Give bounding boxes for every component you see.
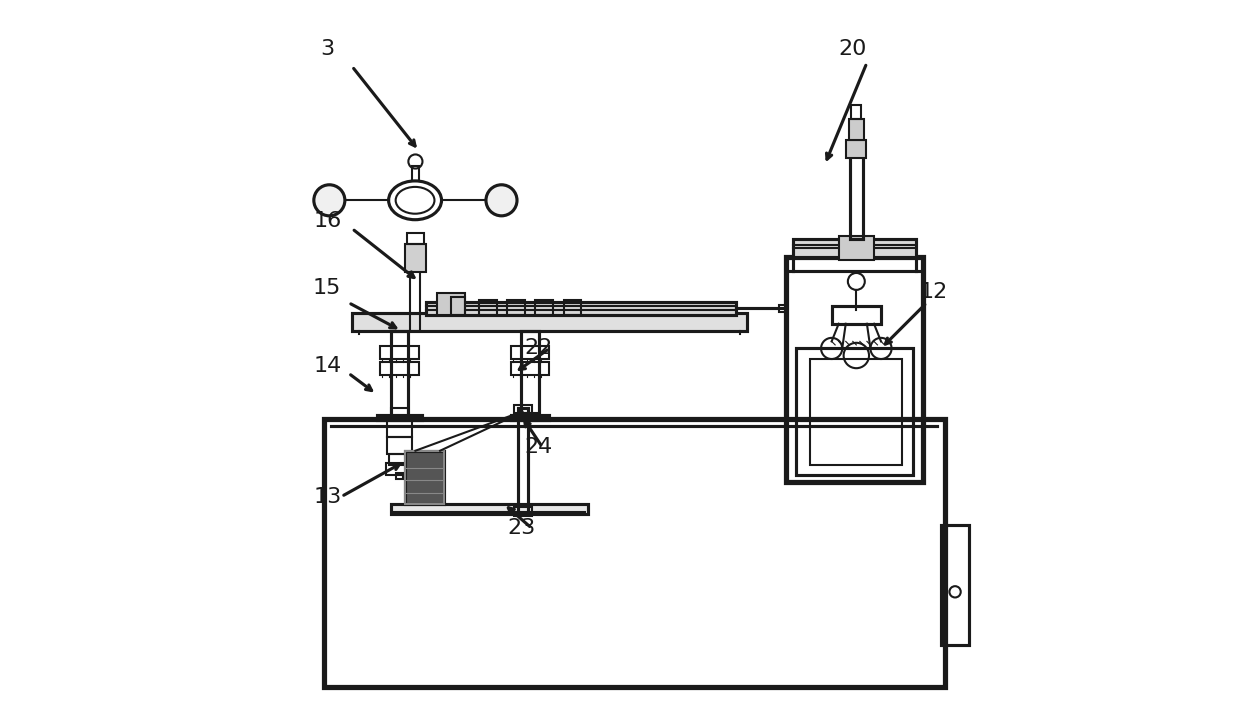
Bar <box>381 362 419 375</box>
Bar <box>427 302 737 314</box>
Circle shape <box>486 185 517 216</box>
Bar <box>536 301 553 314</box>
Bar <box>479 301 496 314</box>
Bar <box>521 331 539 419</box>
Bar <box>511 346 549 359</box>
Bar <box>563 301 582 314</box>
Text: 3: 3 <box>320 38 335 58</box>
Bar <box>397 474 403 479</box>
Text: 24: 24 <box>525 437 553 457</box>
Text: 23: 23 <box>507 518 536 538</box>
Text: 13: 13 <box>314 486 341 507</box>
Bar <box>412 166 419 181</box>
Bar <box>404 244 427 272</box>
Bar <box>386 463 414 476</box>
Text: 20: 20 <box>838 38 867 58</box>
Bar <box>796 348 913 476</box>
Bar <box>387 419 412 437</box>
Bar <box>507 301 525 314</box>
Bar <box>849 154 863 239</box>
Bar <box>391 503 588 514</box>
Bar <box>389 454 410 465</box>
Text: 15: 15 <box>312 279 341 299</box>
Bar <box>511 362 549 375</box>
Bar <box>792 239 916 257</box>
Bar <box>404 451 444 503</box>
Text: 16: 16 <box>314 211 341 232</box>
Bar <box>786 257 924 483</box>
Bar <box>515 405 532 413</box>
Bar <box>324 419 945 687</box>
Bar <box>515 507 532 515</box>
Bar <box>391 408 408 419</box>
Bar <box>848 119 864 140</box>
Bar <box>381 346 419 359</box>
Bar <box>832 306 880 324</box>
Bar <box>391 331 408 419</box>
Bar <box>511 415 549 420</box>
Bar <box>407 233 424 244</box>
Bar <box>525 413 539 419</box>
Text: 22: 22 <box>525 338 553 358</box>
Bar <box>838 236 874 260</box>
Bar <box>518 408 528 514</box>
Bar <box>811 359 903 465</box>
Bar <box>404 451 444 503</box>
Bar <box>436 294 465 314</box>
Bar <box>941 525 970 645</box>
Bar <box>409 246 420 331</box>
Bar <box>377 415 423 420</box>
Text: 14: 14 <box>314 356 341 376</box>
Text: 12: 12 <box>920 282 949 302</box>
Bar <box>450 297 465 314</box>
Bar <box>779 305 787 311</box>
Bar <box>852 105 862 119</box>
Bar <box>387 437 412 454</box>
Bar <box>847 140 867 158</box>
Bar <box>786 257 924 271</box>
Bar <box>352 313 746 331</box>
Circle shape <box>314 185 345 216</box>
